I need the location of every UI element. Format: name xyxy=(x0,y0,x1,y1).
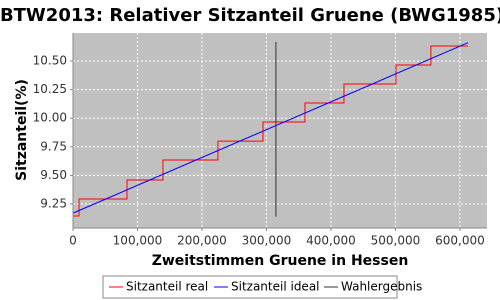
x-tick-label: 0 xyxy=(69,234,77,248)
y-tick-label: 10.00 xyxy=(33,111,67,125)
x-tick-label: 500,000 xyxy=(371,234,421,248)
legend-label: Sitzanteil real xyxy=(126,280,208,294)
x-tick-label: 400,000 xyxy=(306,234,356,248)
chart-title: BTW2013: Relativer Sitzanteil Gruene (BW… xyxy=(0,5,500,26)
x-tick-label: 200,000 xyxy=(177,234,227,248)
y-axis-label: Sitzanteil(%) xyxy=(14,79,30,181)
y-tick-label: 9.25 xyxy=(40,196,67,210)
legend-label: Wahlergebnis xyxy=(341,280,422,294)
y-tick-label: 10.25 xyxy=(33,82,67,96)
y-tick-label: 9.75 xyxy=(40,139,67,153)
series-line xyxy=(72,42,469,214)
legend-label: Sitzanteil ideal xyxy=(231,280,320,294)
x-tick-label: 300,000 xyxy=(242,234,292,248)
x-tick-label: 600,000 xyxy=(435,234,485,248)
x-tick-label: 100,000 xyxy=(113,234,163,248)
x-axis-label: Zweitstimmen Gruene in Hessen xyxy=(152,253,409,269)
legend-box xyxy=(102,275,398,299)
y-tick-label: 10.50 xyxy=(33,54,67,68)
y-tick-label: 9.50 xyxy=(40,168,67,182)
plot-area xyxy=(73,33,487,228)
